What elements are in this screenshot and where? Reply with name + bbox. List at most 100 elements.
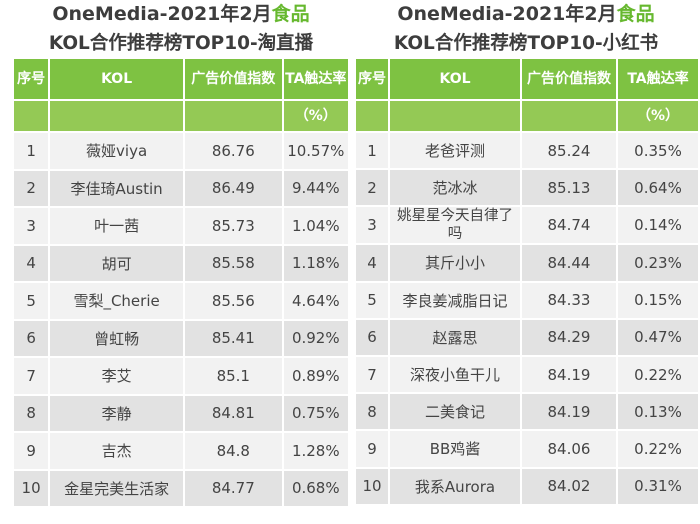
rank-cell: 4 — [14, 245, 49, 281]
table-row: 8 二美食记 84.19 0.13% — [356, 394, 698, 430]
ranking-table: 序号 KOL 广告价值指数 TA触达率 （%） 1 老爸评测 85.24 0.35% 2… — [354, 57, 700, 506]
ad-value-index-cell: 84.8 — [185, 433, 282, 469]
rank-cell: 7 — [14, 358, 49, 394]
rank-cell: 3 — [14, 208, 49, 244]
title-line2: KOL合作推荐榜TOP10-小红书 — [393, 33, 659, 54]
table-row: 10 金星完美生活家 84.77 0.68% — [14, 470, 348, 506]
ta-reach-cell: 0.22% — [618, 356, 698, 393]
ta-reach-cell: 0.14% — [618, 207, 698, 244]
kol-cell: 金星完美生活家 — [50, 470, 183, 506]
header-rank: 序号 — [356, 59, 388, 99]
table-row: 9 BB鸡酱 84.06 0.22% — [356, 431, 698, 467]
ta-reach-cell: 0.23% — [618, 245, 698, 281]
kol-cell: 其斤小小 — [390, 245, 520, 281]
table-row: 9 吉杰 84.8 1.28% — [14, 433, 348, 469]
ranking-table: 序号 KOL 广告价值指数 TA触达率 （%） 1 薇娅viya 86.76 10.5… — [12, 57, 350, 508]
kol-cell: 吉杰 — [50, 433, 183, 469]
ta-reach-cell: 0.89% — [283, 358, 348, 394]
table-row: 7 深夜小鱼干儿 84.19 0.22% — [356, 356, 698, 393]
kol-cell: BB鸡酱 — [390, 431, 520, 467]
ta-reach-cell: 0.31% — [618, 468, 698, 504]
ad-value-index-cell: 84.33 — [522, 282, 616, 318]
header-sub-blank — [390, 101, 520, 131]
kol-cell: 李佳琦Austin — [50, 170, 183, 206]
rank-cell: 10 — [14, 470, 49, 506]
ta-reach-cell: 1.18% — [283, 245, 348, 281]
ad-value-index-cell: 85.56 — [185, 283, 282, 319]
table-row: 3 叶一茜 85.73 1.04% — [14, 208, 348, 244]
kol-cell: 薇娅viya — [50, 133, 183, 169]
header-ta-reach: TA触达率 — [283, 59, 348, 99]
rank-cell: 3 — [356, 207, 388, 244]
ta-reach-cell: 0.75% — [283, 395, 348, 431]
ta-reach-cell: 1.28% — [283, 433, 348, 469]
ta-reach-cell: 0.15% — [618, 282, 698, 318]
ad-value-index-cell: 84.77 — [185, 470, 282, 506]
table-row: 6 曾虹畅 85.41 0.92% — [14, 320, 348, 356]
ad-value-index-cell: 84.81 — [185, 395, 282, 431]
table-row: 1 老爸评测 85.24 0.35% — [356, 133, 698, 169]
header-sub-blank — [185, 101, 282, 131]
header-kol: KOL — [390, 59, 520, 99]
table-row: 6 赵露思 84.29 0.47% — [356, 319, 698, 355]
rank-cell: 6 — [14, 320, 49, 356]
rank-cell: 9 — [356, 431, 388, 467]
ad-value-index-cell: 84.19 — [522, 356, 616, 393]
kol-cell: 老爸评测 — [390, 133, 520, 169]
kol-cell: 李艾 — [50, 358, 183, 394]
ta-reach-cell: 9.44% — [283, 170, 348, 206]
rank-cell: 8 — [14, 395, 49, 431]
ta-reach-cell: 0.13% — [618, 394, 698, 430]
ta-reach-cell: 0.35% — [618, 133, 698, 169]
panel-title: OneMedia-2021年2月食品 KOL合作推荐榜TOP10-淘直播 — [12, 0, 350, 57]
header-rank: 序号 — [14, 59, 49, 99]
ta-reach-cell: 1.04% — [283, 208, 348, 244]
rank-cell: 1 — [356, 133, 388, 169]
ad-value-index-cell: 84.02 — [522, 468, 616, 504]
kol-cell: 二美食记 — [390, 394, 520, 430]
rank-cell: 6 — [356, 319, 388, 355]
rank-cell: 1 — [14, 133, 49, 169]
ad-value-index-cell: 85.24 — [522, 133, 616, 169]
header-sub-blank — [14, 101, 49, 131]
rank-cell: 7 — [356, 356, 388, 393]
ad-value-index-cell: 84.19 — [522, 394, 616, 430]
ta-reach-cell: 0.64% — [618, 170, 698, 206]
header-unit: （%） — [618, 101, 698, 131]
ad-value-index-cell: 84.29 — [522, 319, 616, 355]
table-row: 1 薇娅viya 86.76 10.57% — [14, 133, 348, 169]
kol-cell: 我系Aurora — [390, 468, 520, 504]
table-row: 7 李艾 85.1 0.89% — [14, 358, 348, 394]
ta-reach-cell: 10.57% — [283, 133, 348, 169]
rank-cell: 5 — [14, 283, 49, 319]
title-category: 食品 — [616, 3, 655, 25]
ad-value-index-cell: 84.74 — [522, 207, 616, 244]
ta-reach-cell: 0.92% — [283, 320, 348, 356]
header-ad-value-index: 广告价值指数 — [522, 59, 616, 99]
kol-cell: 叶一茜 — [50, 208, 183, 244]
table-row: 3 姚星星今天自律了吗 84.74 0.14% — [356, 207, 698, 244]
header-sub-blank — [50, 101, 183, 131]
ad-value-index-cell: 85.13 — [522, 170, 616, 206]
ta-reach-cell: 0.22% — [618, 431, 698, 467]
ad-value-index-cell: 84.06 — [522, 431, 616, 467]
ta-reach-cell: 4.64% — [283, 283, 348, 319]
title-line2: KOL合作推荐榜TOP10-淘直播 — [48, 33, 314, 54]
rank-cell: 9 — [14, 433, 49, 469]
kol-cell: 范冰冰 — [390, 170, 520, 206]
kol-cell: 赵露思 — [390, 319, 520, 355]
kol-cell: 曾虹畅 — [50, 320, 183, 356]
ad-value-index-cell: 86.49 — [185, 170, 282, 206]
header-sub-blank — [522, 101, 616, 131]
xiaohongshu-panel: OneMedia-2021年2月食品 KOL合作推荐榜TOP10-小红书 序号 … — [354, 0, 698, 506]
table-row: 5 雪梨_Cherie 85.56 4.64% — [14, 283, 348, 319]
kol-cell: 深夜小鱼干儿 — [390, 356, 520, 393]
table-row: 2 范冰冰 85.13 0.64% — [356, 170, 698, 206]
kol-cell: 李静 — [50, 395, 183, 431]
ad-value-index-cell: 84.44 — [522, 245, 616, 281]
ad-value-index-cell: 85.58 — [185, 245, 282, 281]
table-row: 5 李良姜减脂日记 84.33 0.15% — [356, 282, 698, 318]
kol-cell: 李良姜减脂日记 — [390, 282, 520, 318]
kol-cell: 姚星星今天自律了吗 — [390, 207, 520, 244]
panel-title: OneMedia-2021年2月食品 KOL合作推荐榜TOP10-小红书 — [354, 0, 698, 57]
